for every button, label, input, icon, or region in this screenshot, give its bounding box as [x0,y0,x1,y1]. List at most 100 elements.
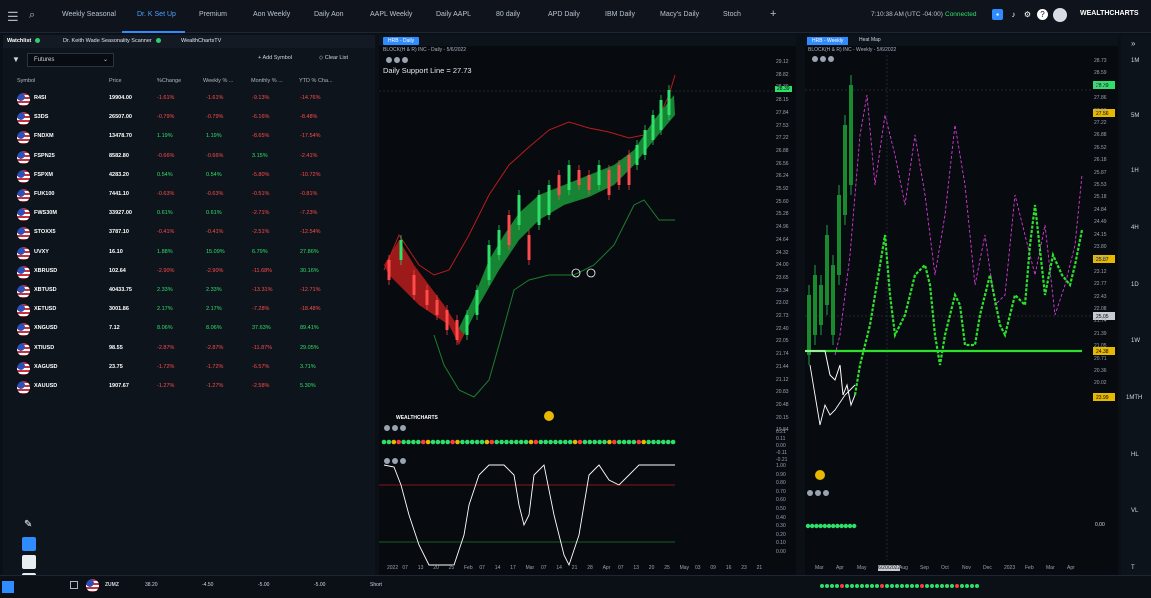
date-tick-label: 09 [710,565,716,571]
cursor-tool-icon[interactable] [22,537,36,551]
date-tick-label: 17 [510,565,516,571]
signal-dot [835,523,840,529]
add-symbol-button[interactable]: + Add Symbol [258,55,293,61]
row-ytd: -12.71% [300,287,321,293]
tab-macys-daily[interactable]: Macy's Daily [660,11,700,18]
timeframe-1d[interactable]: 1D [1131,282,1139,288]
list-select[interactable]: Futures ⌄ [27,53,114,67]
axis-tick-label: 0.90 [776,471,786,478]
tab-premium[interactable]: Premium [199,11,228,18]
table-row[interactable]: XTIUSD 98.55 -2.87% -2.87% -11.87% 29.05% [3,340,375,359]
bell-icon[interactable]: ♪ [1011,10,1016,19]
table-row[interactable]: XAGUSD 23.75 -1.72% -1.72% -6.57% 3.71% [3,359,375,378]
signal-dot [825,584,829,588]
clear-list-button[interactable]: ◇ Clear List [319,55,348,61]
candle-body [455,320,459,340]
signal-dot [386,439,392,445]
timeframe-1mth[interactable]: 1MTH [1126,395,1143,401]
table-row[interactable]: R4SI 19904.00 -1.61% -1.61% -9.13% -14.76% [3,90,375,109]
filter-icon[interactable]: ▼ [12,55,20,64]
row-change: -2.90% [157,267,175,274]
timeframe-1m[interactable]: 1M [1131,58,1140,64]
tab-wealthchartstv[interactable]: WealthChartsTV [181,38,222,44]
timeframe-1h[interactable]: 1H [1131,168,1139,174]
row-checkbox[interactable] [70,581,78,589]
chart2-tab[interactable]: HRB - Weekly [807,37,849,45]
tab-apd-daily[interactable]: APD Daily [548,11,580,18]
candle-body [819,285,823,325]
row-weekly: -2.90% [206,267,224,274]
signal-dot [850,584,854,588]
tool-button-icon [386,57,392,63]
axis-tick-label: 0.21 [776,429,786,435]
table-row[interactable]: STOXX5 3787.10 -0.41% -0.41% -2.51% -12.54% [3,224,375,243]
add-tab-button[interactable]: + [770,8,777,20]
price-tag-label: 25.05 [1096,314,1109,320]
help-icon[interactable]: ? [1037,9,1048,20]
table-row[interactable]: UVXY 16.10 1.88% 15.09% 6.79% 27.86% [3,244,375,263]
daily-price-chart[interactable] [379,35,796,575]
candle-body [617,165,621,185]
tab-aon-weekly[interactable]: Aon Weekly [253,11,291,18]
search-icon[interactable]: ⌕ [29,9,36,21]
table-row[interactable]: XBRUSD 102.64 -2.90% -2.90% -11.68% 30.16% [3,263,375,282]
table-row[interactable]: XAUUSD 1907.67 -1.27% -1.27% -2.58% 5.30% [3,378,375,397]
table-row[interactable]: FWS30M 33927.00 0.61% 0.61% -2.71% -7.23% [3,205,375,224]
tab-seasonality-scanner[interactable]: Dr. Keith Wade Seasonality Scanner [63,38,161,44]
timeframe-t[interactable]: T [1131,565,1135,571]
col-ytd[interactable]: YTD % Cha... [299,78,333,84]
table-row[interactable]: S3DS 26507.00 -0.79% -0.79% -6.16% -8.48% [3,109,375,128]
tab-watchlist[interactable]: Watchlist [7,38,41,44]
axis-tick-label: 23.80 [1094,244,1107,250]
candle-body [399,240,403,260]
col-weekly[interactable]: Weekly % ... [203,78,234,84]
date-tick-label: 07 [541,565,547,571]
collapse-icon[interactable]: » [1131,39,1136,48]
col-change[interactable]: %Change [157,78,182,84]
tab-ibm-daily[interactable]: IBM Daily [605,11,635,18]
axis-tick-label: 24.49 [1094,219,1107,226]
axis-tick-label: 27.53 [776,122,789,129]
table-row[interactable]: FNDXM 13478.70 1.19% 1.19% -8.65% -17.54% [3,128,375,147]
tab-stoch[interactable]: Stoch [723,11,741,18]
tool-button-icon [812,56,818,62]
bottom-strip: ZUMZ 38.20 -4.50 -5.00 -5.00 Short [0,575,1151,598]
table-row[interactable]: XETUSD 3001.86 2.17% 2.17% -7.28% -18.48% [3,301,375,320]
signal-dot [484,439,490,445]
heat-map-tab[interactable]: Heat Map [859,37,881,43]
table-row[interactable]: FSPN25 8582.80 -0.66% -0.66% 3.15% -2.41% [3,148,375,167]
signal-dot [494,439,499,445]
save-icon[interactable]: ▪ [992,9,1003,20]
chart1-tab[interactable]: HRB - Daily [383,37,420,45]
gear-icon[interactable]: ⚙ [1023,10,1032,19]
table-row[interactable]: FUK100 7441.10 -0.63% -0.63% -0.51% -0.81% [3,186,375,205]
timeframe-5m[interactable]: 5M [1131,113,1140,119]
tab-80-daily[interactable]: 80 daily [496,11,521,18]
pen-icon[interactable]: ✎ [24,519,33,530]
tab-dr-k-setup[interactable]: Dr. K Set Up [137,11,176,18]
axis-tick-label: 0.00 [776,549,786,555]
menu-icon[interactable]: ☰ [7,9,19,24]
row-price: 3787.10 [109,229,129,236]
windows-start-icon[interactable] [2,581,14,593]
timeframe-4h[interactable]: 4H [1131,225,1139,231]
tab-aapl-weekly[interactable]: AAPL Weekly [370,11,413,18]
timeframe-hl[interactable]: HL [1131,452,1139,458]
weekly-price-chart[interactable]: 28.39 27.56 24.38 25.87 25.05 23.99 [805,35,1118,575]
col-symbol[interactable]: Symbol [17,78,36,84]
avatar[interactable] [1053,8,1067,22]
col-monthly[interactable]: Monthly % ... [251,78,283,84]
tab-daily-aapl[interactable]: Daily AAPL [436,11,472,18]
eye-tool-icon[interactable] [22,555,36,569]
tab-daily-aon[interactable]: Daily Aon [314,11,344,18]
tab-weekly-seasonal[interactable]: Weekly Seasonal [62,11,116,18]
table-row[interactable]: FSPXM 4283.20 0.54% 0.54% -5.80% -10.72% [3,167,375,186]
col-price[interactable]: Price [109,78,122,84]
table-row[interactable]: XNGUSD 7.12 8.06% 8.06% 37.63% 89.41% [3,320,375,339]
table-row[interactable]: XBTUSD 40433.75 2.33% 2.33% -13.31% -12.71% [3,282,375,301]
timeframe-1w[interactable]: 1W [1131,338,1140,344]
signal-dot [406,439,411,445]
price-tag-label: 24.38 [1096,349,1109,355]
timeframe-vl[interactable]: VL [1131,508,1139,514]
tool-button-icon [384,458,390,464]
